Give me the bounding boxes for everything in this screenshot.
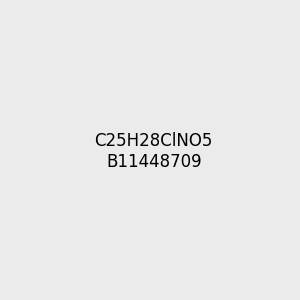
Text: C25H28ClNO5
B11448709: C25H28ClNO5 B11448709 [94, 132, 213, 171]
